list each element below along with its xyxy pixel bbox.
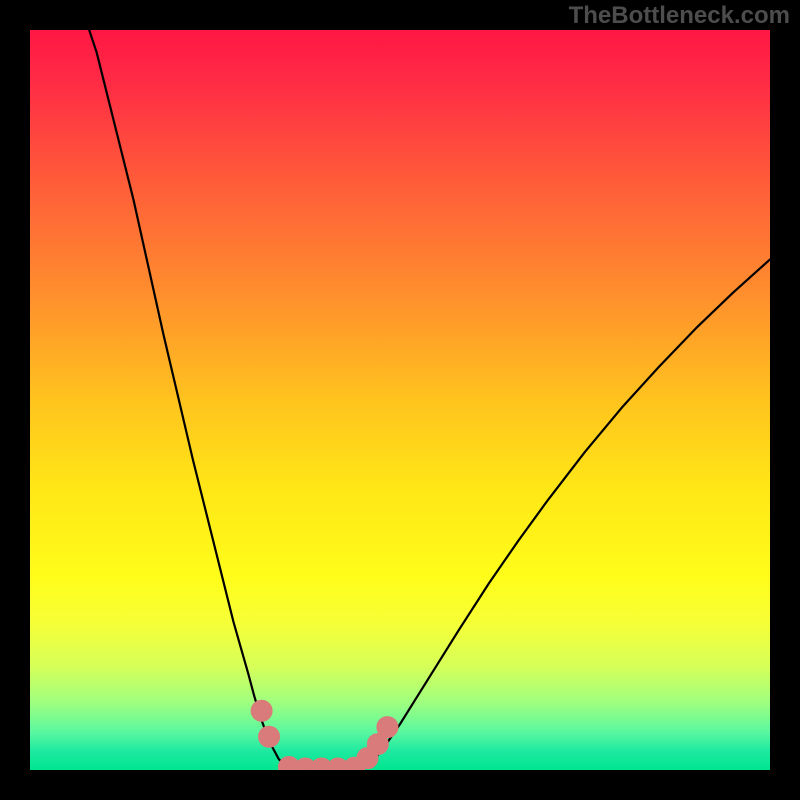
bottleneck-chart: [30, 30, 770, 770]
data-marker: [251, 700, 272, 721]
chart-background: [30, 30, 770, 770]
plot-svg: [30, 30, 770, 770]
data-marker: [259, 726, 280, 747]
data-marker: [377, 717, 398, 738]
watermark-text: TheBottleneck.com: [569, 2, 790, 30]
